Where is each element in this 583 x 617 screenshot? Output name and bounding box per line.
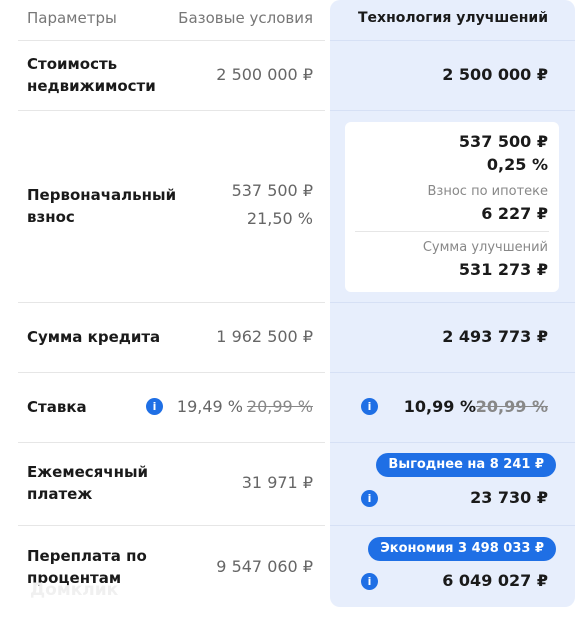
divider — [330, 110, 575, 111]
tech-value: 537 500 ₽ — [458, 132, 548, 151]
row-label: Стоимость недвижимости — [27, 55, 156, 95]
tech-value: 23 730 ₽ — [470, 488, 548, 507]
base-value: 1 962 500 ₽ — [216, 327, 313, 346]
row-label: Первоначальный взнос — [27, 186, 177, 226]
base-value: 2 500 000 ₽ — [216, 65, 313, 84]
improvements-label: Сумма улучшений — [422, 240, 548, 255]
info-icon[interactable]: i — [361, 573, 378, 590]
header-base: Базовые условия — [178, 9, 313, 27]
tech-old-value: 20,99 % — [475, 397, 548, 416]
divider — [330, 40, 575, 41]
divider — [355, 231, 549, 232]
savings-badge: Экономия 3 498 033 ₽ — [368, 537, 556, 561]
tech-value: 2 493 773 ₽ — [442, 327, 548, 346]
info-icon[interactable]: i — [361, 490, 378, 507]
base-percent: 21,50 % — [246, 209, 313, 228]
tech-value: 10,99 % — [403, 397, 476, 416]
row-label: Переплата по процентам — [27, 547, 147, 587]
tech-breakdown — [345, 122, 559, 292]
divider — [330, 442, 575, 443]
divider — [18, 442, 325, 443]
base-value: 537 500 ₽ — [231, 181, 313, 200]
mortgage-label: Взнос по ипотеке — [427, 184, 548, 199]
divider — [18, 110, 325, 111]
divider — [330, 302, 575, 303]
divider — [330, 372, 575, 373]
watermark: Домклик — [30, 580, 119, 600]
divider — [18, 40, 325, 41]
mortgage-value: 6 227 ₽ — [481, 204, 548, 223]
info-icon[interactable]: i — [146, 398, 163, 415]
base-value: 9 547 060 ₽ — [216, 557, 313, 576]
row-label: Сумма кредита — [27, 328, 161, 346]
tech-value: 6 049 027 ₽ — [442, 571, 548, 590]
benefit-badge: Выгоднее на 8 241 ₽ — [376, 453, 556, 477]
tech-panel — [330, 0, 575, 607]
info-icon[interactable]: i — [361, 398, 378, 415]
divider — [330, 525, 575, 526]
divider — [18, 372, 325, 373]
divider — [18, 525, 325, 526]
divider — [18, 302, 325, 303]
tech-percent: 0,25 % — [486, 155, 548, 174]
improvements-value: 531 273 ₽ — [458, 260, 548, 279]
base-value: 31 971 ₽ — [241, 473, 313, 492]
base-value: 19,49 % — [176, 397, 243, 416]
tech-value: 2 500 000 ₽ — [442, 65, 548, 84]
row-label: Ежемесячный платеж — [27, 463, 149, 503]
row-label: Ставка — [27, 398, 87, 416]
header-params: Параметры — [27, 9, 117, 27]
base-old-value: 20,99 % — [246, 397, 313, 416]
header-tech: Технология улучшений — [358, 10, 548, 26]
